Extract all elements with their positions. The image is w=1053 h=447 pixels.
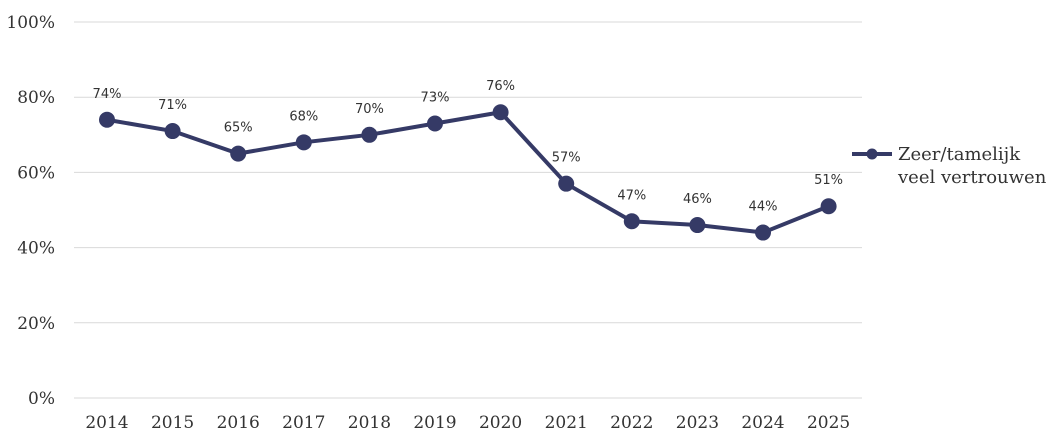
data-label: 76% [486,79,515,94]
x-tick-label: 2015 [151,413,194,433]
data-point [623,213,640,230]
y-tick-label: 40% [17,239,55,259]
data-point [558,175,575,192]
data-point [164,123,181,140]
data-point [820,198,837,215]
x-tick-label: 2014 [85,413,128,433]
y-tick-label: 80% [17,88,55,108]
data-point [99,111,115,128]
data-point [361,126,378,143]
data-label: 73% [421,91,450,106]
x-tick-label: 2019 [413,413,456,433]
data-point [755,224,771,241]
legend: Zeer/tamelijk veel vertrouwen [852,144,1047,188]
legend-marker-icon [866,148,878,160]
data-label: 71% [158,98,187,113]
x-axis-ticks: 2014 2015 2016 2017 2018 2019 2020 2021 2022 2023… [85,413,850,433]
data-label: 65% [224,121,253,136]
data-label: 51% [814,173,843,188]
data-point [230,145,247,162]
y-tick-label: 20% [17,314,55,334]
x-tick-label: 2025 [807,413,850,433]
data-label: 70% [355,102,384,117]
data-point [689,217,706,234]
data-label: 47% [617,188,646,203]
legend-label-line-1: Zeer/tamelijk [898,144,1021,165]
data-label: 68% [289,109,318,124]
x-tick-label: 2017 [282,413,325,433]
y-tick-label: 60% [17,163,55,183]
x-tick-label: 2021 [545,413,588,433]
legend-label-line-2: veel vertrouwen [897,167,1047,188]
series-line [106,110,830,235]
data-label: 44% [749,200,778,215]
data-point [492,104,509,121]
x-tick-label: 2018 [348,413,391,433]
data-label: 74% [93,87,122,102]
data-point [427,115,443,132]
data-label: 57% [552,151,581,166]
x-tick-label: 2023 [676,413,719,433]
x-tick-label: 2024 [741,413,784,433]
data-point [295,134,312,151]
data-label: 46% [683,192,712,207]
gridlines [74,21,862,399]
x-tick-label: 2016 [217,413,260,433]
y-axis-ticks: 0% 20% 40% 60% 80% 100% [6,13,55,409]
series [99,104,837,241]
x-tick-label: 2020 [479,413,522,433]
y-tick-label: 100% [6,13,55,33]
y-tick-label: 0% [28,389,55,409]
x-tick-label: 2022 [610,413,653,433]
data-labels: 74% 71% 65% 68% 70% 73% 76% 57% 47% 46% 44% 51% [93,79,844,214]
